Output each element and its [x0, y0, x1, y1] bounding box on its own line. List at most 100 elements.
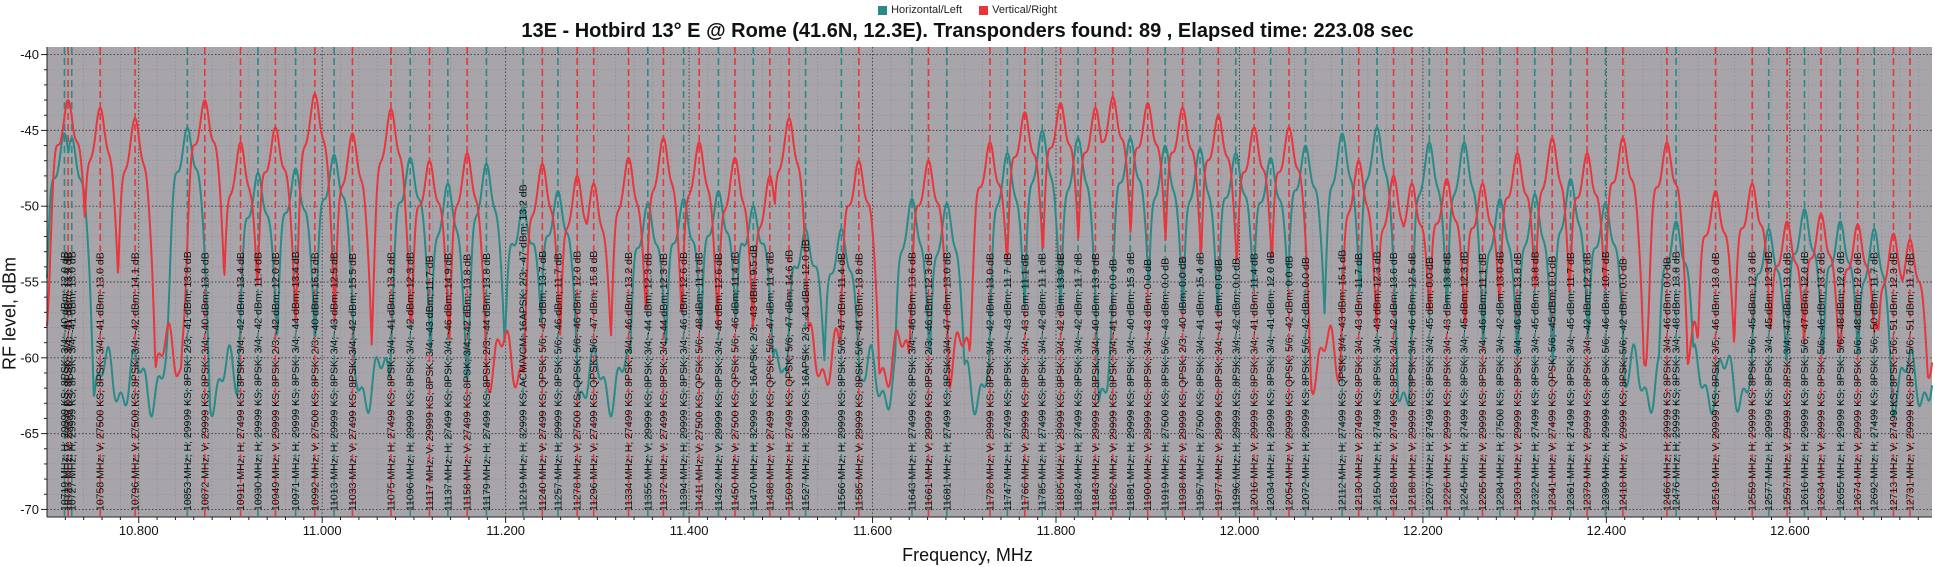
axes: 10.800 11.000 11.200 11.400 11.600 11.800 12.0… [20, 47, 1932, 538]
transponder-label: 12379 MHz; V; 29999 KS; 8PSK; 3/4; -42 d… [1582, 252, 1594, 511]
transponder-label: 11432 MHz; V; 29999 KS; 8PSK; 3/4; -46 d… [713, 253, 725, 511]
y-tick-label: -65 [20, 426, 39, 441]
chart-title: 13E - Hotbird 13° E @ Rome (41.6N, 12.3E… [521, 20, 1414, 42]
x-tick-label: 11.000 [303, 523, 342, 538]
transponder-label: 11843 MHz; V; 29999 KS; 8PSK; 3/4; -40 d… [1090, 253, 1102, 511]
vertical-series-line [46, 93, 1933, 396]
transponder-label: 11296 MHz; V; 27499 KS; QPSK; 5/6; -47 d… [588, 251, 600, 511]
y-tick-label: -45 [20, 123, 39, 138]
transponder-label: 10796 MHz; V; 27500 KS; 8PSK; 3/4; -42 d… [130, 252, 142, 511]
transponder-label: 11996 MHz; H; 29999 KS; 8PSK; 3/4; -42 d… [1230, 258, 1242, 511]
transponder-label: 11033 MHz; V; 27499 KS; 8PSK; 3/4; -42 d… [347, 253, 359, 511]
y-tick-label: -50 [20, 199, 39, 214]
y-tick-label: -40 [20, 47, 39, 62]
transponder-label: 12731 MHz; V; 29999 KS; 8PSK; 5/6; -51 d… [1904, 253, 1916, 511]
transponder-label: 11179 MHz; H; 27499 KS; 8PSK; 2/3; -44 d… [481, 253, 493, 511]
transponder-label: 12112 MHz; H; 27499 KS; QPSK; 3/4; -43 d… [1337, 250, 1349, 511]
legend-label-vertical: Vertical/Right [992, 4, 1057, 16]
transponder-label: 10949 MHz; V; 29999 KS; 8PSK; 2/3; -42 d… [270, 252, 282, 511]
transponder-label: 11372 MHz; V; 27499 KS; 8PSK; 3/4; -44 d… [658, 253, 670, 511]
transponder-label: 11219 MHz; H; 32999 KS; ACM/VCM; 16APSK;… [518, 184, 530, 511]
transponder-label: 11957 MHz; H; 27500 KS; 8PSK; 3/4; -41 d… [1195, 252, 1207, 511]
transponder-label: 11355 MHz; V; 29999 KS; 8PSK; 3/4; -44 d… [642, 253, 654, 511]
transponder-label: 12016 MHz; V; 29999 KS; 8PSK; 3/4; -41 d… [1249, 253, 1261, 511]
legend-swatch-horizontal-icon [878, 5, 888, 15]
y-tick-label: -60 [20, 350, 39, 365]
transponder-label: 11509 MHz; H; 27499 KS; QPSK; 5/6; -47 d… [784, 250, 796, 511]
transponder-label: 12265 MHz; V; 29999 KS; 8PSK; 3/4; -46 d… [1477, 253, 1489, 511]
transponder-label: 11117 MHz; V; 29999 KS; 8PSK; 3/4; -43 d… [424, 255, 436, 511]
transponder-label: 11862 MHz; V; 29999 KS; 8PSK; 3/4; -41 d… [1107, 259, 1119, 511]
transponder-label: 12519 MHz; V; 29999 KS; 8PSK; 3/5; -46 d… [1710, 252, 1722, 511]
x-tick-label: 11.800 [1037, 523, 1076, 538]
transponder-label: 10719 MHz; H; 29999 KS; 8PSK; 3/4; -40 d… [59, 251, 71, 511]
x-tick-label: 10.800 [119, 523, 159, 538]
transponder-label: 11681 MHz; H; 27499 KS; 8PSK; 3/4; -47 d… [941, 252, 953, 511]
transponder-label: 12303 MHz; V; 29999 KS; 8PSK; 3/4; -46 d… [1512, 252, 1524, 511]
legend: Horizontal/Left Vertical/Right [0, 4, 1935, 18]
spectrum-curves [46, 93, 1933, 418]
transponder-label: 10930 MHz; H; 29999 KS; 8PSK; 3/4; -42 d… [252, 252, 264, 511]
transponder-label: 10727 MHz; H; 29999 KS; 8PSK; 3/4; -41 d… [66, 251, 78, 511]
transponder-label: 12655 MHz; H; 29999 KS; 8PSK; 5/6; -48 d… [1835, 251, 1847, 511]
transponder-label: 12054 MHz; V; 29999 KS; QPSK; 5/6; -42 d… [1283, 256, 1295, 511]
transponder-label: 10971 MHz; H; 29999 KS; 8PSK; 3/4; -44 d… [290, 251, 302, 511]
transponder-label: 11411 MHz; V; 27500 KS; QPSK; 5/6; -48 d… [694, 252, 706, 511]
transponder-label: 10723 MHz; V; 29999 KS; 8PSK; 3/4; -41 d… [63, 252, 75, 511]
horizontal-series-line [46, 126, 1933, 418]
transponder-label: 11747 MHz; H; 27499 KS; 8PSK; 3/4; -43 d… [1002, 253, 1014, 511]
transponder-label: 11900 MHz; V; 29999 KS; 8PSK; 3/4; -43 d… [1142, 259, 1154, 511]
transponder-label: 10911 MHz; H; 27499 KS; 8PSK; 3/4; -42 d… [235, 252, 247, 511]
transponder-label: 10872 MHz; V; 29999 KS; 8PSK; 3/4; -40 d… [199, 252, 211, 511]
transponder-label: 11137 MHz; H; 27499 KS; 8PSK; 3/4; -46 d… [442, 253, 454, 511]
transponder-label: 12634 MHz; V; 29999 KS; 8PSK; 5/6; -46 d… [1816, 252, 1828, 511]
transponder-label: 11643 MHz; H; 27499 KS; 8PSK; 3/4; -46 d… [906, 252, 918, 511]
transponder-label: 12188 MHz; V; 29999 KS; 8PSK; 3/4; -46 d… [1406, 252, 1418, 511]
transponder-label: 11075 MHz; H; 27499 KS; 8PSK; 3/4; -41 d… [385, 252, 397, 511]
x-tick-label: 11.400 [670, 523, 709, 538]
transponder-label: 12692 MHz; H; 27499 KS; 8PSK; 5/6; -50 d… [1869, 252, 1881, 511]
transponder-label: 11240 MHz; V; 27499 KS; QPSK; 5/6; -45 d… [537, 251, 549, 511]
transponder-label: 12284 MHz; H; 27500 KS; 8PSK; 3/4; -42 d… [1494, 251, 1506, 511]
x-axis-label: Frequency, MHz [902, 545, 1033, 565]
transponder-label: 12341 MHz; V; 27499 KS; QPSK; 5/6; -45 d… [1547, 256, 1559, 511]
transponder-label: 11585 MHz; V; 29999 KS; 8PSK; 5/6; -44 d… [853, 253, 865, 511]
transponder-label: 11785 MHz; H; 27499 KS; 8PSK; 3/4; -42 d… [1037, 253, 1049, 511]
y-tick-label: -70 [20, 502, 39, 517]
transponder-label: 11394 MHz; H; 29999 KS; 8PSK; 3/4; -46 d… [678, 252, 690, 511]
transponder-label: 10758 MHz; V; 27500 KS; 8PSK; 3/4; -41 d… [95, 252, 107, 511]
transponder-label: 11278 MHz; V; 27500 KS; QPSK; 5/6; -46 d… [572, 251, 584, 511]
transponder-label: 12713 MHz; V; 27499 KS; 8PSK; 5/6; -51 d… [1888, 252, 1900, 511]
transponder-label: 11488 MHz; V; 27499 KS; QPSK; 5/6; -47 d… [764, 251, 776, 511]
transponder-label: 11566 MHz; H; 29999 KS; 8PSK; 5/6; -47 d… [836, 253, 848, 511]
legend-item-horizontal: Horizontal/Left [878, 4, 962, 16]
transponder-label: 11257 MHz; H; 29999 KS; 8PSK; 5/6; -46 d… [552, 253, 564, 511]
transponder-label: 12597 MHz; V; 29999 KS; 8PSK; 3/4; -47 d… [1782, 252, 1794, 511]
x-tick-label: 12.200 [1403, 523, 1443, 538]
transponder-labels: 10719 MHz; H; 29999 KS; 8PSK; 3/4; -40 d… [59, 184, 1917, 511]
transponder-label: 11334 MHz; H; 27499 KS; 8PSK; 3/4; -46 d… [623, 252, 635, 511]
transponder-label: 12168 MHz; V; 27499 KS; 8PSK; 3/4; -42 d… [1388, 252, 1400, 511]
transponder-label: 11881 MHz; H; 29999 KS; 8PSK; 3/4; -40 d… [1125, 252, 1137, 511]
transponder-label: 12130 MHz; V; 27499 KS; 8PSK; 3/4; -43 d… [1353, 253, 1365, 511]
transponder-label: 11527 MHz; H; 32999 KS; 16APSK; 2/3; -43… [800, 239, 812, 511]
transponder-label: 10992 MHz; V; 27500 KS; 8PSK; 2/3; -40 d… [309, 252, 321, 511]
transponder-label: 11766 MHz; V; 29999 KS; 8PSK; 3/4; -43 d… [1019, 254, 1031, 511]
transponder-label: 11450 MHz; V; 27500 KS; QPSK; 5/6; -46 d… [729, 251, 741, 511]
transponder-label: 12207 MHz; H; 27499 KS; 8PSK; 3/4; -45 d… [1424, 257, 1436, 511]
transponder-label: 12361 MHz; H; 27499 KS; 8PSK; 3/4; -45 d… [1565, 252, 1577, 511]
transponder-label: 12476 MHz; H; 29999 KS; 8PSK; 3/4; -48 d… [1671, 251, 1683, 511]
transponder-label: 12418 MHz; V; 29999 KS; 8PSK; 5/6; -42 d… [1617, 258, 1629, 511]
legend-swatch-vertical-icon [979, 5, 989, 15]
transponder-label: 11938 MHz; V; 29999 KS; QPSK; 2/3; -40 d… [1177, 257, 1189, 511]
transponder-label: 10853 MHz; H; 29999 KS; 8PSK; 2/3; -41 d… [182, 251, 194, 511]
y-tick-label: -55 [20, 275, 39, 290]
transponder-label: 11470 MHz; H; 32999 KS; 16APSK; 2/3; -43… [748, 245, 760, 511]
transponder-label: 12674 MHz; V; 29999 KS; 8PSK; 5/6; -48 d… [1852, 252, 1864, 511]
transponder-label: 12034 MHz; H; 29999 KS; 8PSK; 3/4; -41 d… [1265, 251, 1277, 511]
transponder-label: 12245 MHz; H; 27499 KS; 8PSK; 3/4; -45 d… [1459, 251, 1471, 511]
transponder-label: 11805 MHz; V; 29999 KS; 8PSK; 3/4; -42 d… [1055, 253, 1067, 511]
transponder-label: 12226 MHz; V; 29999 KS; 8PSK; 3/4; -43 d… [1441, 252, 1453, 511]
x-tick-label: 11.600 [853, 523, 892, 538]
